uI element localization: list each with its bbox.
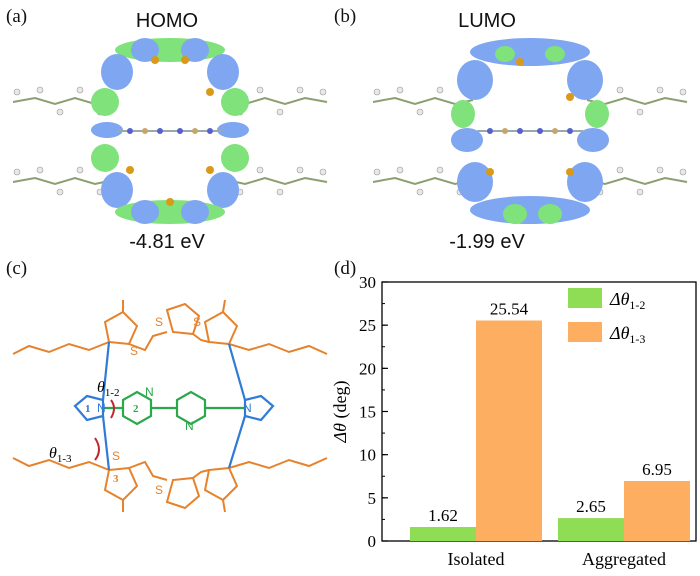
sulfur-label-bottom-left: S <box>112 449 120 463</box>
sulfur-label-top-left: S <box>130 344 138 358</box>
legend-swatch-1 <box>568 288 602 308</box>
bar-value-label: 1.62 <box>428 506 458 525</box>
y-tick-label: 25 <box>359 316 376 335</box>
bar-value-label: 6.95 <box>642 460 672 479</box>
y-tick-label: 20 <box>359 359 376 378</box>
ring-numbers: 1 2 3 <box>85 403 139 485</box>
bar-isolated-1-2 <box>410 527 476 541</box>
ring-number-3: 3 <box>113 473 119 485</box>
lumo-energy: -1.99 eV <box>449 231 525 253</box>
bar-value-label: 2.65 <box>576 497 606 516</box>
y-axis-label: Δθ (deg) <box>330 381 351 444</box>
nitrogen-label-bpy-2: N <box>185 419 194 433</box>
y-tick-label: 15 <box>359 403 376 422</box>
y-tick-label: 10 <box>359 446 376 465</box>
homo-energy: -4.81 eV <box>129 231 205 253</box>
homo-orbital-image <box>12 38 328 224</box>
bar-isolated-1-3 <box>476 320 542 541</box>
angle-label-theta12: θ1-2 <box>97 379 120 399</box>
sulfur-label-top-right: S <box>193 315 201 329</box>
sulfur-label-bottom: S <box>155 483 163 497</box>
panel-label-a: (a) <box>6 6 28 27</box>
bar-value-label: 25.54 <box>490 300 529 319</box>
ring-number-2: 2 <box>133 403 139 415</box>
nitrogen-label-right: N <box>243 401 252 415</box>
homo-sulfur-atoms <box>126 56 214 206</box>
legend-label-1: Δθ1-2 <box>609 289 645 312</box>
lumo-sulfur-atoms <box>486 58 574 176</box>
legend-label-2: Δθ1-3 <box>609 323 645 346</box>
homo-lobes <box>91 38 249 224</box>
orange-backbone <box>12 299 328 513</box>
legend-swatch-2 <box>568 322 602 342</box>
x-tick-label: Aggregated <box>582 549 666 569</box>
y-tick-label: 0 <box>368 532 377 551</box>
nitrogen-label-left: N <box>97 401 106 415</box>
atom-labels: S S S S S N N N N <box>97 315 252 497</box>
y-tick-label: 30 <box>359 273 376 292</box>
panel-label-c: (c) <box>6 258 28 279</box>
panel-label-b: (b) <box>334 6 357 27</box>
molecular-structure: S S S S S N N N N 1 2 3 θ1-2 θ1-3 <box>12 299 328 513</box>
lumo-title: LUMO <box>458 10 516 32</box>
lumo-bipyridine <box>477 128 583 134</box>
bar-aggregated-1-2 <box>558 518 624 541</box>
y-tick-label: 5 <box>368 489 377 508</box>
nitrogen-label-bpy-1: N <box>145 385 154 399</box>
homo-bipyridine <box>117 128 223 134</box>
sulfur-label-top: S <box>155 315 163 329</box>
homo-title: HOMO <box>135 10 199 32</box>
x-tick-label: Isolated <box>448 549 505 569</box>
lumo-lobes <box>451 38 609 224</box>
lumo-orbital-image <box>372 38 688 224</box>
angle-arrows <box>94 399 115 461</box>
panel-label-d: (d) <box>334 258 357 279</box>
ring-number-1: 1 <box>85 403 91 415</box>
bar-aggregated-1-3 <box>624 480 690 541</box>
blue-pyrrole-rings <box>73 341 275 471</box>
angle-label-theta13: θ1-3 <box>49 445 72 465</box>
green-bipyridine <box>103 390 245 426</box>
